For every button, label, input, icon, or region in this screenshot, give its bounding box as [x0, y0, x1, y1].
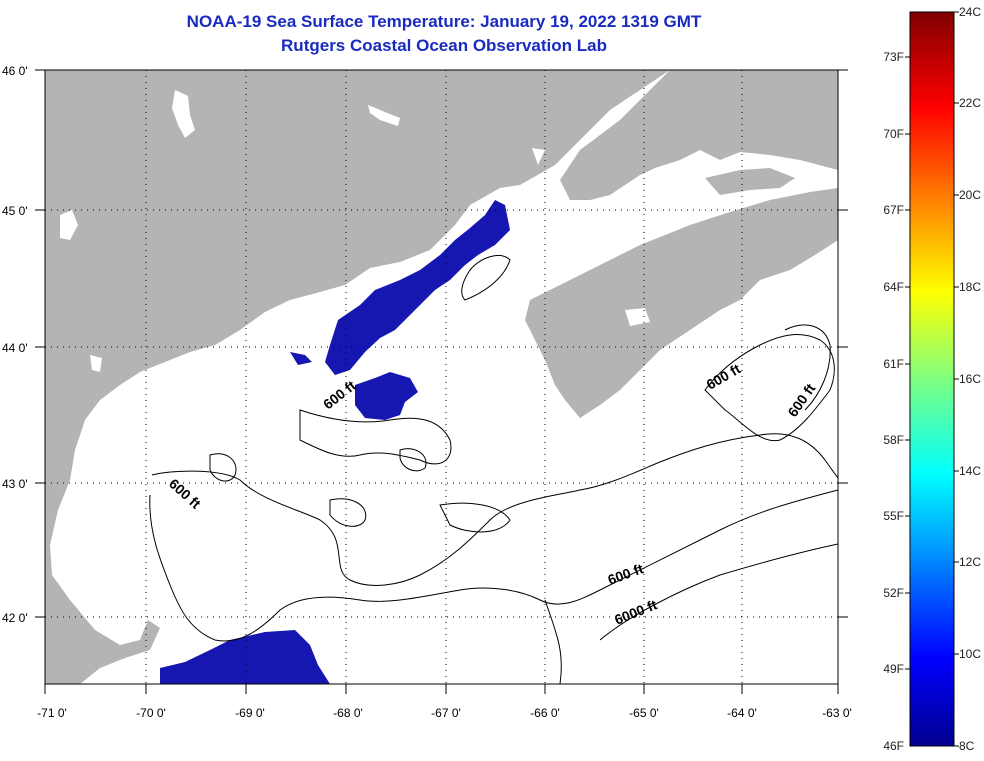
colorbar: 73F 70F 67F 64F 61F 58F 55F 52F 49F 46F …	[883, 5, 981, 753]
nova-scotia-land	[525, 188, 838, 418]
lat-label: 44 0'	[2, 341, 28, 355]
colorbar-f-label: 52F	[883, 586, 904, 600]
pei-land	[705, 168, 795, 195]
lat-label: 43 0'	[2, 477, 28, 491]
graticule	[45, 70, 838, 684]
lake	[60, 210, 78, 240]
lon-label: -67 0'	[431, 706, 461, 720]
colorbar-f-label: 55F	[883, 509, 904, 523]
lake	[172, 90, 195, 138]
colorbar-c-label: 20C	[959, 188, 981, 202]
bathymetry-contours	[149, 255, 838, 684]
lon-label: -69 0'	[235, 706, 265, 720]
colorbar-c-label: 10C	[959, 647, 981, 661]
colorbar-f-label: 73F	[883, 50, 904, 64]
lat-label: 46 0'	[2, 64, 28, 78]
map-subtitle: Rutgers Coastal Ocean Observation Lab	[281, 36, 607, 55]
lat-label: 45 0'	[2, 204, 28, 218]
lon-label: -64 0'	[727, 706, 757, 720]
colorbar-c-label: 24C	[959, 5, 981, 19]
colorbar-gradient	[909, 11, 955, 747]
lake	[532, 148, 545, 165]
new-brunswick-land	[560, 70, 838, 200]
cold-water-patch	[160, 630, 330, 684]
colorbar-f-label: 46F	[883, 739, 904, 753]
colorbar-c-label: 22C	[959, 96, 981, 110]
colorbar-f-label: 49F	[883, 662, 904, 676]
cold-water-patch	[355, 372, 418, 420]
lon-label: -66 0'	[530, 706, 560, 720]
lat-label: 42 0'	[2, 611, 28, 625]
colorbar-c-label: 18C	[959, 280, 981, 294]
new-england-land	[45, 70, 670, 684]
lon-label: -63 0'	[822, 706, 852, 720]
cold-water-patch	[290, 352, 312, 365]
map-panel: 600 ft 600 ft 600 ft 600 ft 600 ft 6000 …	[45, 70, 838, 684]
colorbar-f-label: 58F	[883, 433, 904, 447]
colorbar-f-label: 64F	[883, 280, 904, 294]
colorbar-c-label: 16C	[959, 372, 981, 386]
colorbar-f-label: 67F	[883, 203, 904, 217]
map-title: NOAA-19 Sea Surface Temperature: January…	[187, 12, 702, 31]
map-frame	[44, 69, 839, 685]
lon-label: -68 0'	[333, 706, 363, 720]
lake	[90, 355, 102, 372]
colorbar-c-label: 12C	[959, 555, 981, 569]
lake	[625, 308, 650, 326]
lon-label: -71 0'	[37, 706, 67, 720]
lake	[368, 105, 400, 126]
colorbar-c-label: 14C	[959, 464, 981, 478]
lon-label: -70 0'	[136, 706, 166, 720]
axis-ticks	[35, 69, 848, 694]
colorbar-f-label: 70F	[883, 127, 904, 141]
colorbar-c-label: 8C	[959, 739, 975, 753]
cold-water-patch	[325, 200, 510, 375]
colorbar-f-label: 61F	[883, 357, 904, 371]
lon-label: -65 0'	[629, 706, 659, 720]
